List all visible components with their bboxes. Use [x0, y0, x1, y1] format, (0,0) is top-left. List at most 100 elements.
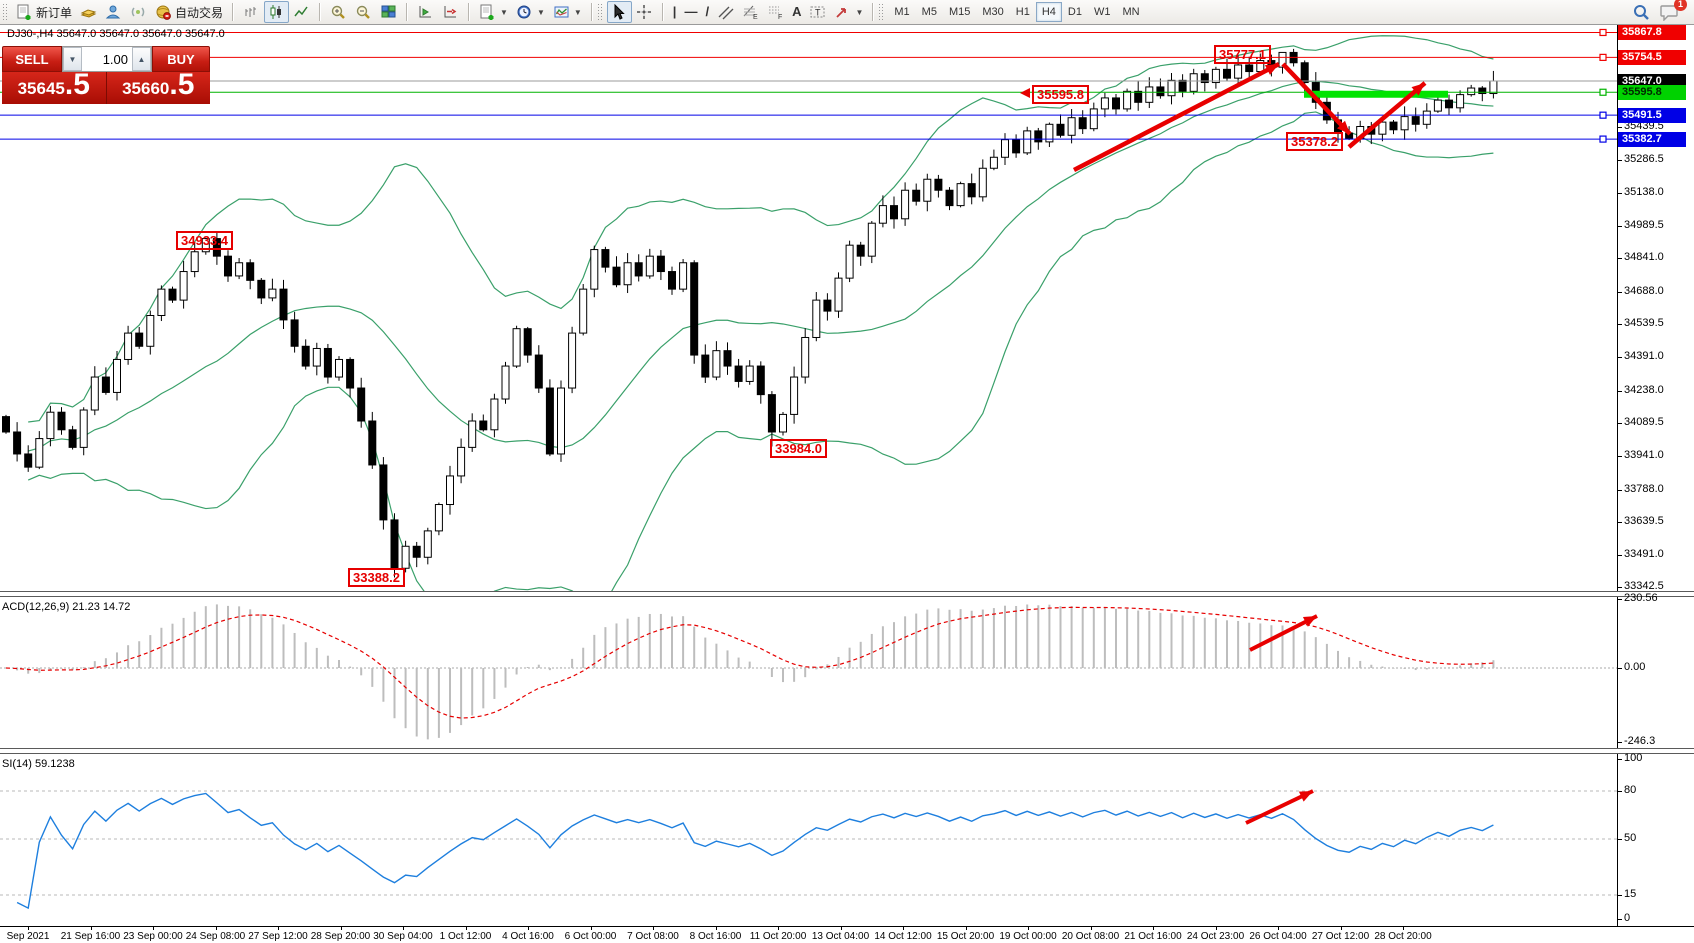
timeframe-m30-button[interactable]: M30 — [982, 6, 1004, 18]
indicator-tick-mark — [1617, 839, 1622, 840]
new-order-button-label: 新订单 — [36, 5, 73, 20]
rsi-label: SI(14) 59.1238 — [2, 758, 75, 770]
price-tick-label: 35138.0 — [1624, 185, 1664, 198]
timeframe-h4-button[interactable]: H4 — [1035, 2, 1062, 22]
time-axis-label: 21 Oct 16:00 — [1124, 931, 1182, 942]
chevron-down-icon: ▼ — [573, 7, 582, 17]
price-annotation[interactable]: 35777.1 — [1214, 45, 1271, 64]
notification-badge: 1 — [1674, 0, 1687, 11]
search-icon[interactable] — [1632, 3, 1650, 21]
line-endpoint-marker[interactable] — [1599, 135, 1607, 143]
channel-button[interactable] — [713, 1, 738, 23]
macd-pane[interactable] — [0, 604, 1617, 740]
text-label-button[interactable]: T — [805, 1, 830, 23]
macd-signal-line — [5, 606, 1494, 719]
volume-increase-button[interactable]: ▲ — [132, 47, 151, 71]
trend-arrow[interactable] — [1347, 81, 1427, 149]
time-axis-label: 24 Sep 08:00 — [185, 931, 246, 942]
zoom-in-button[interactable] — [326, 1, 351, 23]
line-chart-button[interactable] — [289, 1, 314, 23]
history-center-button[interactable] — [76, 1, 101, 23]
signal-icon — [130, 4, 147, 20]
toolbar-drag-handle[interactable] — [596, 3, 602, 21]
chart-shift-button[interactable] — [438, 1, 463, 23]
periods-button[interactable]: ▼ — [512, 1, 549, 23]
trend-arrow[interactable] — [1281, 62, 1352, 136]
buy-price-display[interactable]: 35660 .5 — [105, 70, 210, 104]
levels-button[interactable]: F — [763, 1, 788, 23]
sell-price-display[interactable]: 35645 .5 — [2, 70, 106, 104]
indicators-button[interactable]: ▼ — [475, 1, 512, 23]
timeframe-h1-button[interactable]: H1 — [1015, 6, 1030, 18]
price-tick-label: 35286.5 — [1624, 153, 1664, 166]
time-axis-label: 24 Oct 23:00 — [1186, 931, 1245, 942]
time-tick-mark — [590, 926, 592, 930]
volume-value[interactable]: 1.00 — [102, 51, 128, 67]
auto-scroll-button[interactable] — [413, 1, 438, 23]
one-click-trade-panel: SELL ▼ 1.00 ▲ BUY 35645 .5 35660 .5 — [2, 46, 210, 104]
line-endpoint-marker[interactable] — [1599, 28, 1607, 37]
time-axis-label: 20 Oct 08:00 — [1061, 931, 1120, 942]
timeframe-m15-button[interactable]: M15 — [948, 6, 971, 18]
template-icon — [553, 4, 570, 20]
trendline-button[interactable]: / — [701, 1, 713, 23]
tile-windows-button[interactable] — [376, 1, 401, 23]
timeframe-m1-button[interactable]: M1 — [894, 6, 910, 18]
main-pane[interactable] — [0, 28, 1617, 609]
price-annotation[interactable]: 33984.0 — [770, 439, 827, 458]
macd-histogram — [16, 604, 1495, 740]
timeframe-d1-button[interactable]: D1 — [1067, 6, 1082, 18]
price-tick-mark — [1617, 225, 1622, 227]
time-axis-line — [0, 926, 1694, 927]
rsi-pane-separator[interactable] — [0, 748, 1694, 754]
rsi-scale-label: 100 — [1624, 752, 1643, 764]
fibonacci-button[interactable]: E — [738, 1, 763, 23]
toolbar-drag-handle[interactable] — [2, 3, 7, 21]
chevron-down-icon: ▼ — [536, 7, 545, 17]
arrows-button[interactable]: ▼ — [830, 1, 867, 23]
vertical-line-button[interactable]: | — [669, 1, 681, 23]
line-endpoint-marker[interactable] — [1599, 88, 1607, 96]
time-tick-mark — [215, 926, 217, 930]
new-order-button[interactable]: 新订单 — [12, 1, 76, 23]
sell-button[interactable]: SELL — [2, 46, 62, 72]
trend-arrow[interactable] — [1072, 62, 1281, 172]
chart-region[interactable]: DJ30-,H4 35647.0 35647.0 35647.0 35647.0… — [0, 25, 1694, 943]
timeframe-m5-button[interactable]: M5 — [921, 6, 937, 18]
volume-decrease-button[interactable]: ▼ — [63, 47, 82, 71]
toolbar-drag-handle[interactable] — [878, 3, 884, 21]
buy-button[interactable]: BUY — [152, 46, 210, 72]
price-tick-mark — [1617, 192, 1622, 194]
cursor-button[interactable] — [606, 1, 632, 23]
text-button[interactable]: A — [788, 1, 805, 23]
timeframe-w1-button[interactable]: W1 — [1093, 6, 1111, 18]
tiles-icon — [380, 4, 397, 20]
chart-canvas[interactable] — [0, 25, 1694, 943]
crosshair-button[interactable] — [632, 1, 657, 23]
indicator-tick-mark — [1617, 759, 1622, 760]
price-annotation[interactable]: 35595.8 — [1032, 85, 1089, 104]
time-axis-label: 27 Oct 12:00 — [1311, 931, 1370, 942]
chat-icon[interactable]: 1 — [1660, 0, 1687, 21]
price-annotation[interactable]: 34933.4 — [176, 231, 233, 250]
line-endpoint-marker[interactable] — [1599, 53, 1607, 61]
rsi-pane[interactable] — [0, 789, 1617, 910]
time-tick-mark — [653, 926, 654, 930]
horizontal-line-button[interactable]: — — [680, 1, 701, 23]
autotrading-button[interactable]: 自动交易 — [151, 1, 227, 23]
vertical-line-button-glyph: | — [672, 4, 677, 19]
bar-chart-button[interactable] — [239, 1, 264, 23]
person-icon — [105, 4, 122, 20]
market-watch-button[interactable] — [101, 1, 126, 23]
templates-button[interactable]: ▼ — [549, 1, 586, 23]
price-annotation[interactable]: 33388.2 — [348, 568, 405, 587]
candlestick-chart-button[interactable] — [264, 1, 290, 23]
price-tick-label: 34841.0 — [1624, 251, 1664, 264]
time-axis-label: 7 Oct 08:00 — [627, 931, 679, 942]
signals-button[interactable] — [126, 1, 151, 23]
macd-pane-separator[interactable] — [0, 591, 1694, 597]
timeframe-mn-button[interactable]: MN — [1122, 6, 1140, 18]
zoom-out-button[interactable] — [351, 1, 376, 23]
line-endpoint-marker[interactable] — [1599, 111, 1607, 119]
price-annotation[interactable]: 35378.2 — [1286, 132, 1343, 151]
